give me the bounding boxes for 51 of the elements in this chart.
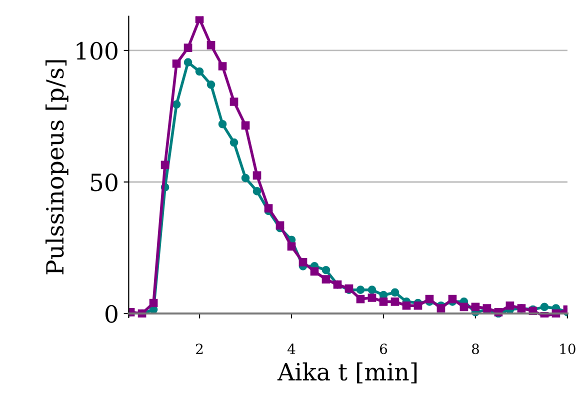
point (241, 174, 250, 182)
point (298, 258, 308, 266)
point (390, 288, 400, 297)
point (241, 121, 250, 130)
point (460, 302, 468, 312)
point (436, 304, 446, 312)
point (230, 138, 238, 147)
point (356, 294, 365, 304)
point (195, 67, 204, 76)
point (206, 80, 216, 89)
point (184, 44, 192, 52)
point (471, 302, 480, 312)
point (540, 302, 549, 312)
point (322, 275, 330, 284)
point (172, 100, 181, 109)
point (368, 286, 376, 294)
point (276, 221, 284, 230)
point (402, 301, 411, 310)
point (172, 59, 181, 68)
x-tick-label: 8 (472, 344, 479, 354)
point (264, 204, 273, 212)
point (252, 187, 262, 196)
point (425, 294, 434, 304)
x-tick-label: 6 (380, 344, 388, 354)
point (218, 120, 227, 128)
point (287, 242, 296, 251)
point (230, 98, 238, 106)
point (206, 41, 216, 50)
point (160, 160, 170, 170)
y-axis-title: Pulssinopeus [p/s] (46, 60, 68, 274)
point (379, 298, 388, 306)
point (149, 298, 158, 308)
point (195, 16, 204, 24)
y-tick-label: 100 (76, 42, 118, 60)
point (322, 266, 330, 274)
y-tick-label: 50 (90, 173, 118, 192)
point (184, 58, 192, 66)
point (390, 298, 400, 306)
point (218, 62, 227, 70)
point (310, 267, 319, 276)
point (448, 294, 457, 304)
x-tick-label: 2 (196, 344, 203, 354)
point (506, 301, 514, 310)
x-tick-label: 4 (288, 344, 296, 354)
point (252, 171, 262, 180)
x-axis-title: Aika t [min] (277, 362, 417, 384)
point (414, 301, 422, 310)
x-tick-label: 10 (560, 344, 576, 354)
point (356, 286, 365, 294)
point (368, 294, 376, 302)
y-tick-label: 0 (106, 304, 118, 323)
